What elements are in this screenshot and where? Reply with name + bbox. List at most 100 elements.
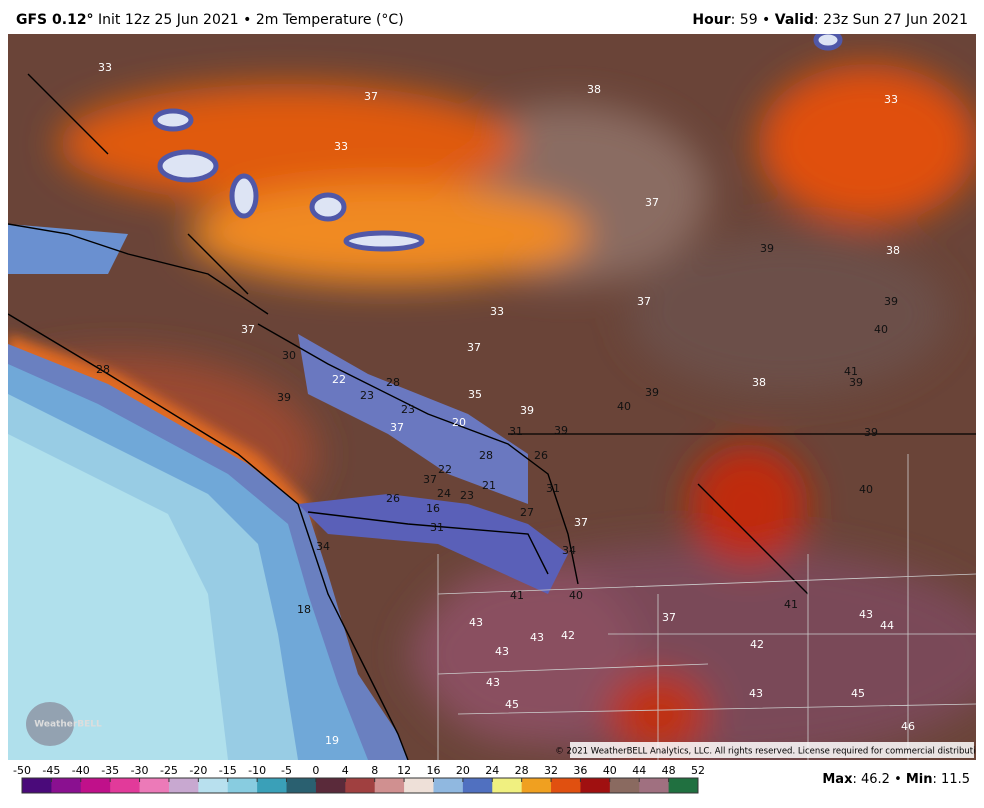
temperature-label: 31 — [430, 521, 444, 534]
colorbar-tick-label: 0 — [312, 764, 319, 777]
colorbar-segment — [492, 778, 523, 793]
temperature-label: 39 — [760, 242, 774, 255]
colorbar-tick-label: 48 — [662, 764, 676, 777]
colorbar-segment — [315, 778, 346, 793]
valid-label: Valid — [774, 12, 814, 28]
header: GFS 0.12° Init 12z 25 Jun 2021 • 2m Temp… — [8, 8, 976, 32]
colorbar-tick-label: 4 — [342, 764, 349, 777]
temperature-label: 45 — [851, 687, 865, 700]
temperature-label: 38 — [587, 83, 601, 96]
valid-time: : 23z Sun 27 Jun 2021 — [813, 12, 968, 28]
colorbar-segment — [51, 778, 82, 793]
temperature-label: 31 — [509, 425, 523, 438]
temperature-label: 43 — [469, 616, 483, 629]
title: GFS 0.12° Init 12z 25 Jun 2021 • 2m Temp… — [16, 12, 404, 28]
temperature-label: 46 — [901, 720, 915, 733]
temperature-label: 26 — [534, 449, 548, 462]
colorbar-segment — [198, 778, 229, 793]
colorbar-segment — [168, 778, 199, 793]
temperature-label: 22 — [332, 373, 346, 386]
temperature-label: 40 — [874, 323, 888, 336]
temperature-label: 35 — [468, 388, 482, 401]
temperature-label: 43 — [495, 645, 509, 658]
temperature-label: 38 — [886, 244, 900, 257]
temperature-label: 34 — [562, 544, 576, 557]
temperature-label: 37 — [390, 421, 404, 434]
model: GFS 0.12° — [16, 12, 94, 28]
footer: Max: 46.2 • Min: 11.5 — [822, 772, 970, 787]
temperature-label: 42 — [561, 629, 575, 642]
colorbar-tick-label: 52 — [691, 764, 705, 777]
colorbar-tick-label: -50 — [13, 764, 31, 777]
colorbar-segment — [551, 778, 581, 793]
colorbar-segment — [286, 778, 317, 793]
temperature-label: 39 — [277, 391, 291, 404]
colorbar-tick-label: -5 — [281, 764, 292, 777]
temperature-label: 37 — [662, 611, 676, 624]
temperature-label: 40 — [617, 400, 631, 413]
temperature-label: 37 — [637, 295, 651, 308]
temperature-label: 37 — [574, 516, 588, 529]
colorbar-segment — [639, 778, 670, 793]
colorbar-segment — [580, 778, 611, 793]
max: : 46.2 • — [852, 772, 906, 787]
temperature-label: 24 — [437, 487, 451, 500]
temperature-label: 28 — [96, 363, 110, 376]
temperature-label: 39 — [884, 295, 898, 308]
temperature-label: 39 — [864, 426, 878, 439]
copyright: © 2021 WeatherBELL Analytics, LLC. All r… — [555, 747, 976, 757]
temperature-label: 39 — [520, 404, 534, 417]
max-label: Max — [822, 772, 853, 787]
temperature-label: 39 — [645, 386, 659, 399]
colorbar-segment — [227, 778, 258, 793]
temperature-label: 39 — [849, 376, 863, 389]
hour: : 59 • — [730, 12, 775, 28]
temperature-label: 28 — [479, 449, 493, 462]
colorbar-tick-label: -40 — [72, 764, 90, 777]
temperature-label: 41 — [510, 589, 524, 602]
temperature-label: 40 — [569, 589, 583, 602]
colorbar-tick-label: 40 — [603, 764, 617, 777]
colorbar-segment — [521, 778, 552, 793]
colorbar-tick-label: -35 — [101, 764, 119, 777]
temperature-label: 37 — [467, 341, 481, 354]
temperature-label: 45 — [505, 698, 519, 711]
temperature-label: 26 — [386, 492, 400, 505]
temperature-label: 33 — [490, 305, 504, 318]
temperature-label: 42 — [750, 638, 764, 651]
temperature-label: 37 — [423, 473, 437, 486]
colorbar-tick-label: 16 — [426, 764, 440, 777]
colorbar-tick-label: -20 — [189, 764, 207, 777]
temperature-label: 28 — [386, 376, 400, 389]
temperature-label: 23 — [460, 489, 474, 502]
temperature-label: 43 — [859, 608, 873, 621]
colorbar-tick-label: -45 — [42, 764, 60, 777]
temperature-label: 27 — [520, 506, 534, 519]
temperature-label: 34 — [316, 540, 330, 553]
colorbar-tick-label: 12 — [397, 764, 411, 777]
colorbar-tick-label: -30 — [131, 764, 149, 777]
colorbar-segment — [404, 778, 434, 793]
colorbar-tick-label: 36 — [573, 764, 587, 777]
valid: Hour: 59 • Valid: 23z Sun 27 Jun 2021 — [692, 12, 968, 28]
colorbar-segment — [433, 778, 464, 793]
logo: WeatherBELL — [34, 720, 102, 730]
temperature-label: 43 — [749, 687, 763, 700]
temperature-label: 41 — [784, 598, 798, 611]
temperature-label: 31 — [546, 482, 560, 495]
min: : 11.5 — [932, 772, 970, 787]
temperature-label: 38 — [752, 376, 766, 389]
colorbar-segment — [139, 778, 170, 793]
temperature-label: 33 — [98, 61, 112, 74]
temperature-label: 20 — [452, 416, 466, 429]
temperature-label: 44 — [880, 619, 894, 632]
colorbar-segment — [80, 778, 111, 793]
colorbar-tick-label: 44 — [632, 764, 646, 777]
colorbar-segment — [345, 778, 376, 793]
colorbar: -50 -45 -40 -35 -30 -25 -20 -15 -10 -5 0 4 8 12 16 20 24… — [13, 764, 705, 794]
hour-label: Hour — [692, 12, 731, 28]
temperature-label: 21 — [482, 479, 496, 492]
temperature-label: 19 — [325, 734, 339, 747]
